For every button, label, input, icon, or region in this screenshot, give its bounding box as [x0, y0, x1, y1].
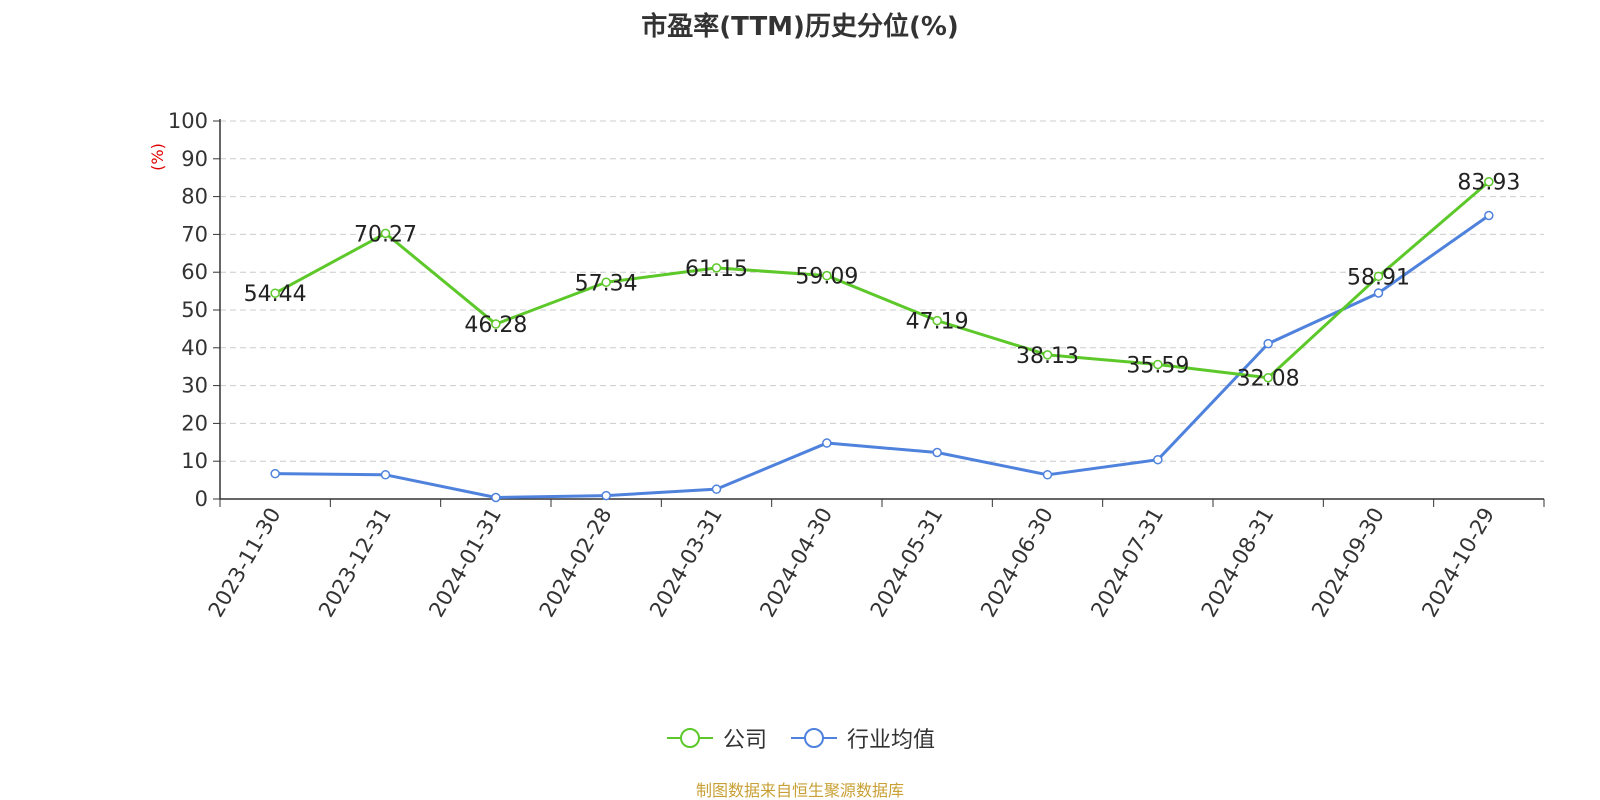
data-point-industry [822, 438, 832, 448]
y-tick-label: 100 [168, 109, 208, 133]
data-labels: 54.44 70.27 46.28 57.34 61.15 59.09 47.19 38.13… [244, 171, 1521, 392]
data-label-company: 46.28 [464, 313, 527, 338]
data-point-company [1484, 176, 1494, 187]
data-label-company: 47.19 [906, 310, 969, 335]
y-tick-label: 90 [181, 147, 208, 171]
data-point-industry [601, 490, 611, 501]
data-point-industry [1042, 470, 1053, 480]
series-line-company [274, 180, 1490, 380]
data-label-company: 61.15 [685, 257, 748, 282]
data-point-company [601, 277, 611, 288]
series [270, 176, 1494, 503]
y-tick-label: 0 [195, 487, 208, 511]
data-point-industry [1153, 454, 1163, 465]
axes: 0 10 20 30 40 50 60 70 80 90 100(%) 2023-11-30 2023-… [148, 109, 1545, 622]
chart-title: 市盈率(TTM)历史分位(%) [641, 12, 959, 42]
data-point-company [491, 319, 501, 329]
y-tick-label: 40 [181, 336, 208, 360]
y-tick-label: 60 [181, 260, 208, 284]
x-tick-label: 2024-03-31 [645, 504, 727, 622]
x-tick-label: 2024-05-31 [866, 504, 948, 622]
x-tick-label: 2024-09-30 [1307, 504, 1389, 622]
legend-company-label: 公司 [722, 728, 767, 753]
x-tick-label: 2024-04-30 [755, 504, 837, 622]
data-label-company: 70.27 [354, 222, 417, 247]
x-tick-label: 2023-11-30 [204, 504, 286, 622]
legend: 公司 行业均值 [0, 722, 1600, 754]
x-tick-label: 2024-01-31 [424, 504, 506, 622]
data-label-company: 57.34 [575, 271, 638, 296]
data-label-company: 58.91 [1347, 265, 1410, 290]
data-label-company: 32.08 [1237, 367, 1300, 392]
data-point-company [932, 315, 942, 326]
data-point-company [1042, 350, 1053, 360]
data-label-company: 59.09 [795, 265, 858, 290]
data-point-company [1373, 271, 1384, 282]
data-point-company [270, 288, 280, 298]
source-note: 制图数据来自恒生聚源数据库 [695, 781, 904, 800]
data-point-industry [380, 470, 391, 480]
series-line-industry [275, 214, 1490, 499]
y-tick-label: 50 [181, 298, 208, 322]
data-point-industry [1263, 338, 1273, 349]
legend-item-company[interactable]: 公司 [665, 722, 767, 754]
data-point-industry [1484, 210, 1494, 221]
data-point-industry [270, 468, 280, 479]
data-point-company [1263, 372, 1273, 383]
data-label-company: 83.93 [1457, 171, 1520, 196]
data-label-company: 38.13 [1016, 344, 1079, 369]
data-point-company [380, 228, 391, 239]
data-point-industry [1373, 288, 1384, 298]
data-point-company [711, 263, 722, 273]
data-label-company: 54.44 [244, 282, 307, 307]
x-tick-label: 2023-12-31 [314, 504, 396, 622]
x-tick-label: 2024-06-30 [976, 504, 1058, 622]
y-tick-label: 30 [181, 374, 208, 398]
x-tick-label: 2024-10-29 [1417, 504, 1499, 622]
x-tick-label: 2024-08-31 [1197, 504, 1279, 622]
legend-item-industry[interactable]: 行业均值 [789, 722, 935, 754]
legend-industry-icon [791, 728, 837, 748]
legend-industry-label: 行业均值 [847, 728, 936, 753]
y-axis-label: (%) [148, 143, 167, 171]
y-tick-label: 80 [181, 185, 208, 209]
y-tick-label: 70 [181, 222, 208, 246]
y-tick-label: 20 [181, 411, 208, 435]
y-tick-label: 10 [181, 449, 208, 473]
legend-company-icon [666, 728, 713, 748]
x-tick-label: 2024-07-31 [1086, 504, 1168, 622]
x-tick-label: 2024-02-28 [535, 504, 617, 622]
data-point-industry [491, 492, 501, 503]
data-label-company: 35.59 [1126, 353, 1189, 378]
data-point-industry [711, 484, 722, 494]
grid-lines [220, 120, 1544, 462]
data-point-company [1153, 359, 1163, 370]
data-point-company [822, 270, 832, 281]
data-point-industry [932, 447, 942, 458]
